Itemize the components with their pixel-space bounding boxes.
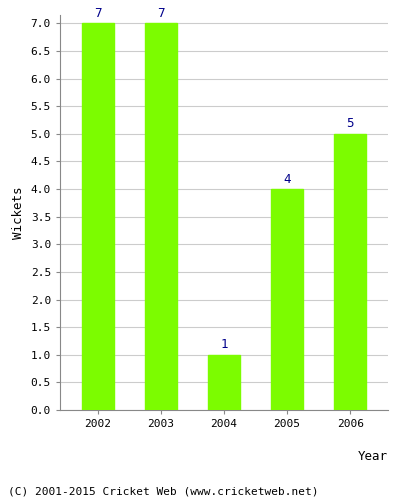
Bar [82,24,114,410]
Bar [334,134,366,410]
Text: (C) 2001-2015 Cricket Web (www.cricketweb.net): (C) 2001-2015 Cricket Web (www.cricketwe… [8,487,318,497]
Text: 1: 1 [220,338,228,351]
Text: 7: 7 [94,7,102,20]
Text: 5: 5 [346,118,354,130]
Bar [208,355,240,410]
Text: 7: 7 [157,7,165,20]
Bar [145,24,177,410]
Text: Year: Year [358,450,388,462]
Text: 4: 4 [283,172,291,186]
Bar [271,189,303,410]
Y-axis label: Wickets: Wickets [12,186,25,239]
